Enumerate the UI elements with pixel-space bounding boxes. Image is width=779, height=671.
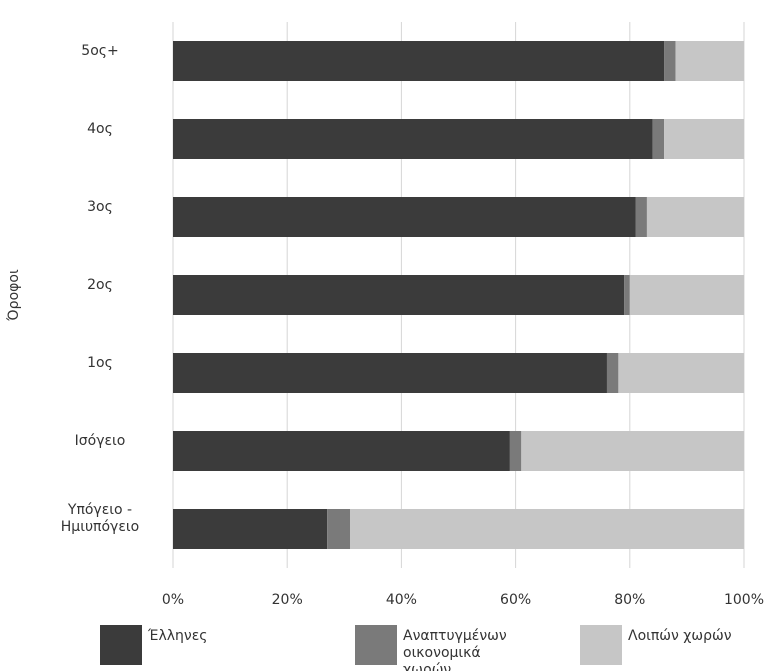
x-tick-label: 60% [500, 592, 531, 608]
bar-segment [624, 275, 630, 315]
y-tick-label: 1ος [87, 354, 113, 371]
bar-segment [173, 353, 607, 393]
bar-segment [173, 41, 665, 81]
y-tick-label: 4ος [87, 120, 113, 137]
legend-swatch [580, 625, 622, 665]
y-tick-label: Υπόγειο - Ημιυπόγειο [60, 502, 140, 535]
legend-label: Αναπτυγμένων οικονομικά χωρών [403, 628, 507, 671]
bar-segment [509, 431, 522, 471]
bar-segment [646, 197, 744, 237]
bar-segment [173, 509, 328, 549]
bar-segment [173, 275, 625, 315]
bar-segment [521, 431, 744, 471]
x-tick-label: 0% [162, 592, 184, 608]
y-tick-label: Ισόγειο [74, 432, 126, 449]
bar-segment [350, 509, 744, 549]
bar-segment [652, 119, 665, 159]
y-tick-label: 3ος [87, 198, 113, 215]
legend-swatch [355, 625, 397, 665]
bar-segment [664, 41, 676, 81]
x-tick-label: 40% [386, 592, 417, 608]
bar-segment [618, 353, 744, 393]
x-tick-label: 80% [614, 592, 645, 608]
legend-swatch [100, 625, 142, 665]
legend-label: Λοιπών χωρών [628, 628, 732, 644]
bar-segment [606, 353, 619, 393]
x-tick-label: 100% [724, 592, 764, 608]
x-tick-label: 20% [272, 592, 303, 608]
bar-segment [173, 431, 510, 471]
bar-segment [629, 275, 744, 315]
bar-segment [327, 509, 351, 549]
bar-segment [173, 197, 636, 237]
bar-segment [635, 197, 647, 237]
bar-segment [675, 41, 744, 81]
y-tick-label: 2ος [87, 276, 113, 293]
y-tick-label: 5ος+ [81, 42, 119, 59]
bar-segment [173, 119, 653, 159]
y-axis-label: Όροφοι [6, 269, 22, 322]
legend-label: Έλληνες [148, 628, 208, 644]
bar-segment [664, 119, 744, 159]
